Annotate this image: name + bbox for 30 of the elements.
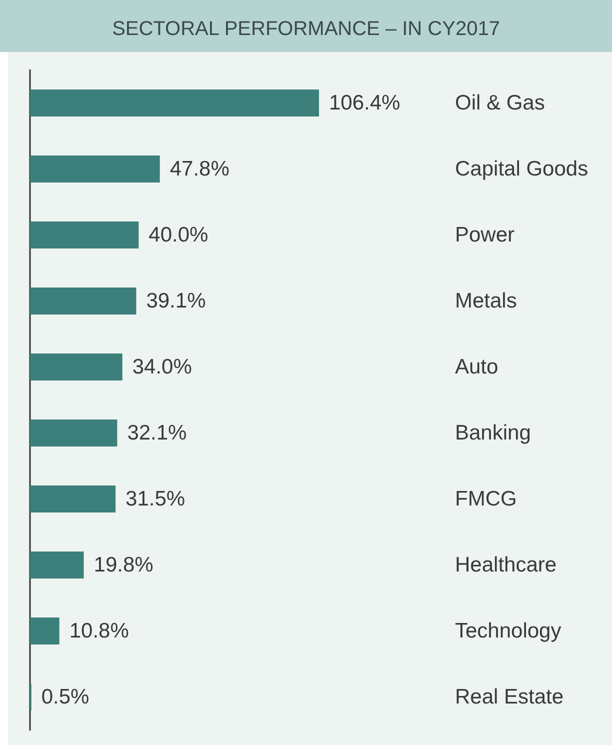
y-tick-label: FMCG	[455, 488, 517, 510]
data-label: 0.5%	[41, 686, 90, 708]
y-tick-label: Capital Goods	[455, 158, 588, 180]
data-label: 31.5%	[126, 488, 186, 510]
bar	[30, 288, 136, 314]
y-tick-label: Technology	[455, 620, 562, 642]
data-label: 40.0%	[148, 224, 208, 246]
bar	[30, 618, 60, 644]
data-label: 32.1%	[127, 422, 187, 444]
bar	[30, 354, 122, 380]
data-label: 19.8%	[94, 554, 154, 576]
y-tick-label: Auto	[455, 356, 498, 378]
y-tick-label: Metals	[455, 290, 517, 312]
y-tick-label: Healthcare	[455, 554, 557, 576]
bar	[30, 222, 139, 248]
bar	[30, 156, 160, 182]
y-tick-label: Power	[455, 224, 515, 246]
bar	[30, 420, 118, 446]
y-tick-label: Real Estate	[455, 686, 564, 708]
bar	[30, 90, 319, 116]
data-label: 34.0%	[132, 356, 192, 378]
y-tick-label: Banking	[455, 422, 531, 444]
data-label: 10.8%	[69, 620, 129, 642]
bar	[30, 486, 116, 512]
data-label: 47.8%	[170, 158, 230, 180]
data-label: 39.1%	[146, 290, 206, 312]
y-tick-label: Oil & Gas	[455, 92, 545, 114]
chart-title: SECTORAL PERFORMANCE – IN CY2017	[112, 18, 500, 40]
data-label: 106.4%	[329, 92, 400, 114]
bar	[30, 552, 84, 578]
